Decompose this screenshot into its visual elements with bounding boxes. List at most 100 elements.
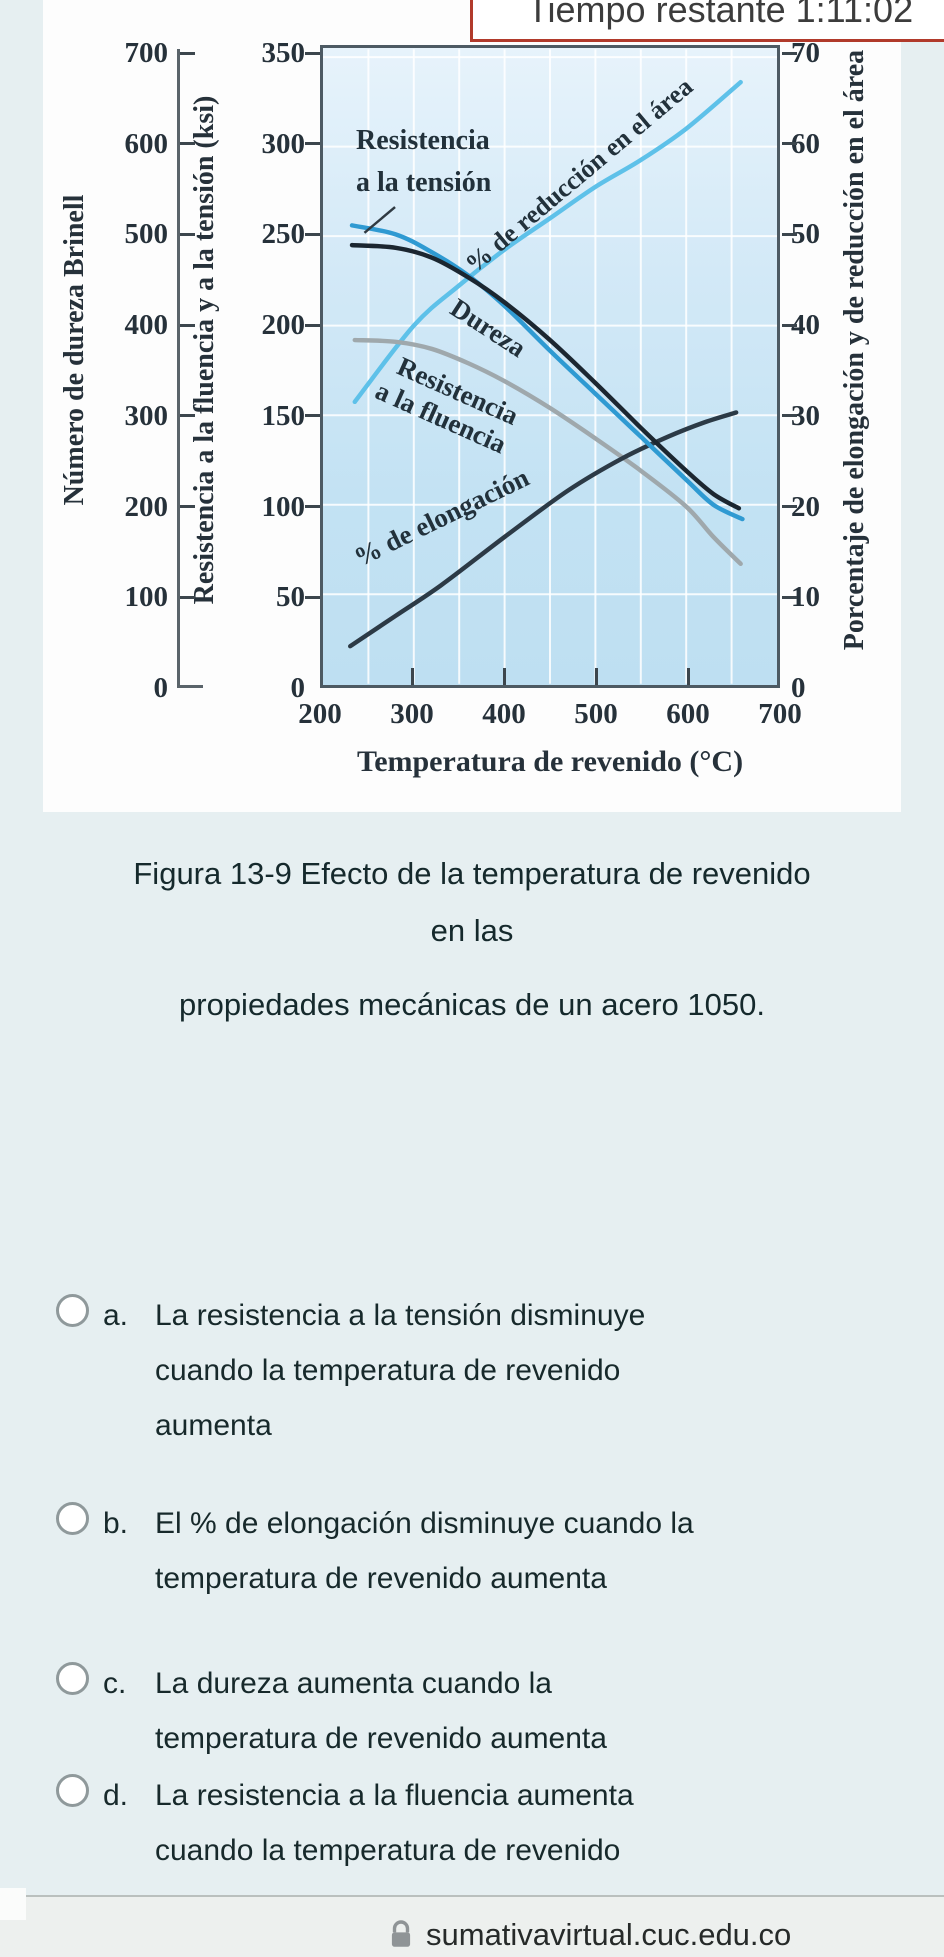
option-letter: b.	[103, 1507, 129, 1540]
ksi-tick-label: 250	[261, 218, 306, 250]
timer-label: Tiempo restante 1:11:02	[526, 0, 914, 30]
right-tick-label: 0	[791, 672, 806, 704]
brinell-tick-mark	[180, 505, 195, 508]
curve-label-tension-line2: a la tensión	[356, 167, 492, 198]
ksi-tick-mark	[305, 505, 320, 508]
tension-label-pointer	[363, 206, 396, 234]
option-text: La resistencia a la tensión disminuye cua…	[155, 1288, 815, 1453]
option-text: La resistencia a la fluencia aumenta cuan…	[155, 1768, 815, 1933]
brinell-tick-mark	[180, 414, 195, 417]
brinell-tick-mark	[180, 52, 195, 55]
right-tick-label: 60	[791, 128, 820, 160]
brinell-axis-title: Número de dureza Brinell	[59, 194, 90, 506]
url-text: sumativavirtual.cuc.edu.co	[426, 1917, 792, 1952]
x-tick-label: 200	[298, 698, 342, 730]
radio-button-b[interactable]	[56, 1502, 89, 1535]
brinell-tick-label: 100	[124, 581, 169, 613]
brinell-tick-mark	[180, 142, 195, 145]
right-tick-mark	[782, 324, 797, 327]
option-text-line: La resistencia a la tensión disminuye	[155, 1299, 646, 1332]
ksi-tick-mark	[305, 52, 320, 55]
option-letter: c.	[103, 1667, 127, 1700]
lock-icon	[391, 1920, 411, 1947]
right-tick-label: 30	[791, 400, 820, 432]
ksi-tick-mark	[305, 142, 320, 145]
ksi-tick-label: 300	[261, 128, 306, 160]
right-tick-label: 50	[791, 218, 820, 250]
ksi-tick-mark	[305, 414, 320, 417]
option-text-line: La resistencia a la fluencia aumenta	[155, 1779, 634, 1812]
series-percent: % de elongación	[348, 410, 739, 649]
radio-button-c[interactable]	[56, 1662, 89, 1695]
x-tick-mark	[687, 668, 690, 685]
right-tick-label: 10	[791, 581, 820, 613]
figure-panel: Número de dureza Brinell Resistencia a l…	[43, 0, 901, 812]
option-letter: a.	[103, 1299, 129, 1332]
ksi-tick-label: 0	[290, 672, 306, 704]
curve-label-tension-line1: Resistencia	[356, 125, 490, 156]
brinell-tick-label: 300	[124, 400, 169, 432]
x-tick-label: 400	[482, 698, 526, 730]
radio-button-a[interactable]	[56, 1294, 89, 1327]
right-tick-mark	[782, 596, 797, 599]
url-row: sumativavirtual.cuc.edu.co	[388, 1917, 791, 1953]
right-tick-mark	[782, 414, 797, 417]
right-tick-mark	[782, 233, 797, 236]
ksi-tick-label: 50	[276, 581, 305, 613]
brinell-tick-label: 600	[124, 128, 169, 160]
caption-line-1: Figura 13-9 Efecto de la temperatura de …	[133, 856, 811, 891]
x-tick-mark	[503, 668, 506, 685]
series-ksi: Resistencia a la fluencia	[352, 337, 743, 567]
right-tick-mark	[782, 505, 797, 508]
option-text-line: La dureza aumenta cuando la	[155, 1667, 552, 1700]
x-tick-label: 600	[666, 698, 710, 730]
x-tick-label: 300	[390, 698, 434, 730]
brinell-tick-label: 200	[124, 491, 169, 523]
right-tick-label: 40	[791, 309, 820, 341]
option-letter: d.	[103, 1779, 129, 1812]
ksi-tick-label: 350	[261, 37, 306, 69]
brinell-tick-label: 0	[153, 672, 169, 704]
ksi-tick-mark	[305, 596, 320, 599]
option-text-line: aumenta	[155, 1409, 272, 1442]
caption-line-3: propiedades mecánicas de un acero 1050.	[179, 987, 765, 1022]
brinell-tick-label: 400	[124, 309, 169, 341]
radio-button-d[interactable]	[56, 1774, 89, 1807]
brinell-tick-mark	[180, 324, 195, 327]
browser-url-bar[interactable]: sumativavirtual.cuc.edu.co	[0, 1895, 944, 1957]
bottom-left-chip	[0, 1888, 26, 1920]
x-tick-label: 500	[574, 698, 618, 730]
ksi-tick-label: 150	[261, 400, 306, 432]
series-percent: % de reducción en el área	[352, 79, 743, 405]
curve-label-tension: Resistencia a la tensión	[356, 120, 491, 204]
option-text-line: cuando la temperatura de revenido	[155, 1834, 621, 1867]
ksi-tick-label: 100	[261, 491, 306, 523]
brinell-axis-line	[177, 49, 180, 688]
option-text: El % de elongación disminuye cuando la te…	[155, 1496, 815, 1606]
brinell-tick-label: 700	[124, 37, 169, 69]
x-axis-title: Temperatura de revenido (°C)	[356, 745, 744, 778]
x-tick-label: 700	[758, 698, 802, 730]
right-tick-label: 20	[791, 491, 820, 523]
ksi-tick-mark	[305, 233, 320, 236]
series-brinell: Dureza	[349, 242, 742, 511]
right-tick-mark	[782, 142, 797, 145]
brinell-tick-mark	[180, 596, 195, 599]
x-tick-mark	[595, 668, 598, 685]
option-text-line: cuando la temperatura de revenido	[155, 1354, 621, 1387]
right-tick-mark	[782, 52, 797, 55]
x-tick-mark	[411, 668, 414, 685]
option-text-line: temperatura de revenido aumenta	[155, 1562, 607, 1595]
timer-box: Tiempo restante 1:11:02	[470, 0, 944, 42]
option-text-line: El % de elongación disminuye cuando la	[155, 1507, 694, 1540]
series-ksi: Resistencia a la tensión	[349, 223, 745, 522]
caption-line-2: en las	[430, 913, 514, 948]
brinell-tick-mark	[180, 233, 195, 236]
ksi-axis-title: Resistencia a la fluencia y a la tensión…	[189, 95, 220, 605]
ksi-tick-label: 200	[261, 309, 306, 341]
ksi-tick-mark	[305, 324, 320, 327]
option-text: La dureza aumenta cuando la temperatura d…	[155, 1656, 815, 1766]
brinell-tick-label: 500	[124, 218, 169, 250]
